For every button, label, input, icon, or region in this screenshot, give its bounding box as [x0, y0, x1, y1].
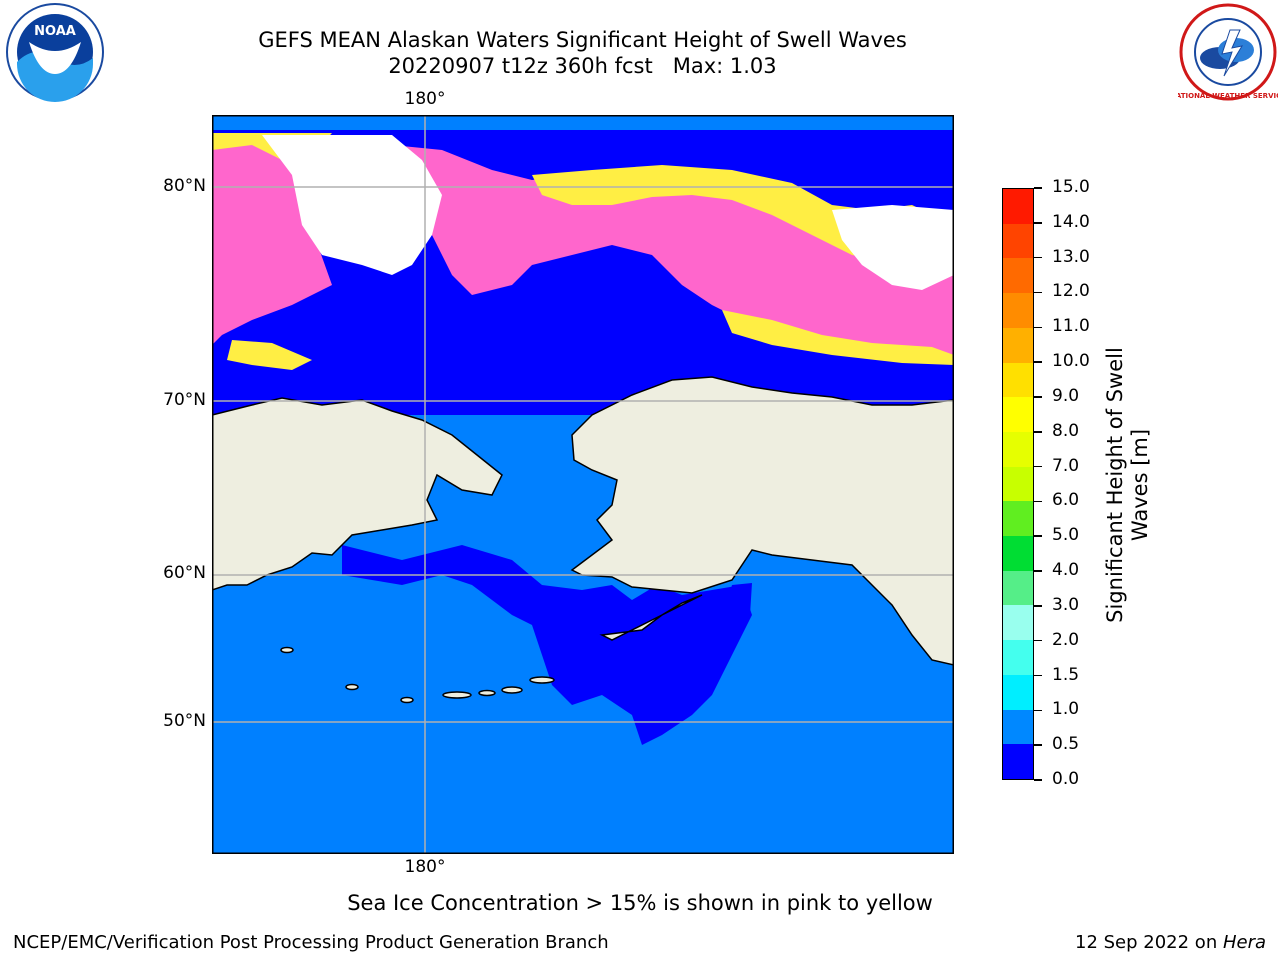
colorbar-tick-mark [1034, 535, 1042, 537]
colorbar-segment [1003, 709, 1033, 745]
colorbar-segment [1003, 536, 1033, 571]
chart-subtitle: 20220907 t12z 360h fcst Max: 1.03 [388, 54, 777, 78]
colorbar-tick-mark [1034, 639, 1042, 642]
colorbar-tick-mark [1034, 674, 1042, 677]
aleutian-islands [280, 594, 703, 704]
colorbar-tick-mark [1034, 256, 1042, 259]
colorbar-tick-mark [1034, 709, 1042, 712]
colorbar-tick-label: 2.0 [1052, 629, 1080, 650]
colorbar-tick-label: 0.5 [1052, 734, 1080, 755]
colorbar-tick-label: 10.0 [1052, 351, 1090, 372]
lat-label-80: 80°N [163, 176, 206, 196]
colorbar-tick-label: 3.0 [1052, 594, 1080, 615]
colorbar-segment [1003, 223, 1033, 259]
colorbar [1002, 188, 1034, 780]
colorbar-segment [1003, 570, 1033, 606]
colorbar-tick-mark [1034, 744, 1042, 746]
colorbar-tick-label: 6.0 [1052, 490, 1080, 511]
colorbar-tick-mark [1034, 465, 1042, 468]
credit-date: 12 Sep 2022 on [1075, 932, 1223, 953]
map-frame [212, 115, 954, 854]
land-siberia [212, 397, 503, 591]
colorbar-tick-mark [1034, 291, 1042, 294]
gulf-low-swell-region [692, 583, 752, 705]
bering-low-swell-region [342, 545, 752, 745]
colorbar-tick-label: 1.5 [1052, 664, 1080, 685]
sea-ice-band-east [392, 145, 954, 365]
lon-label-top: 180° [404, 89, 446, 109]
colorbar-segment [1003, 189, 1033, 224]
colorbar-tick-label: 8.0 [1052, 420, 1080, 441]
colorbar-tick-mark [1034, 187, 1042, 189]
colorbar-tick-mark [1034, 361, 1042, 363]
colorbar-tick-mark [1034, 326, 1042, 329]
colorbar-tick-label: 0.0 [1052, 769, 1080, 789]
colorbar-label-line1: Significant Height of Swell [1103, 347, 1127, 623]
polar-white-region [262, 135, 442, 275]
lat-label-70: 70°N [163, 390, 206, 410]
lon-label-bottom: 180° [404, 857, 446, 877]
colorbar-tick-label: 5.0 [1052, 525, 1080, 546]
colorbar-segment [1003, 258, 1033, 294]
map-panel [212, 115, 954, 854]
noaa-logo-text: NOAA [34, 24, 76, 39]
colorbar-segment [1003, 327, 1033, 363]
colorbar-tick-mark [1034, 396, 1042, 398]
graticule [212, 115, 954, 854]
colorbar-tick-mark [1034, 431, 1042, 433]
colorbar-tick-label: 11.0 [1052, 316, 1090, 337]
colorbar-tick-label: 9.0 [1052, 385, 1080, 406]
lat-label-60: 60°N [163, 563, 206, 583]
lat-label-50: 50°N [163, 711, 206, 731]
colorbar-tick-mark [1034, 605, 1042, 607]
nws-logo-text: NATIONAL WEATHER SERVICE [1178, 92, 1278, 100]
colorbar-segment [1003, 293, 1033, 328]
colorbar-tick-label: 1.0 [1052, 699, 1080, 720]
colorbar-segment [1003, 744, 1033, 779]
colorbar-segment [1003, 362, 1033, 398]
colorbar-tick-label: 4.0 [1052, 560, 1080, 581]
colorbar-tick-mark [1034, 570, 1042, 572]
credit-right: 12 Sep 2022 on Hera [1075, 932, 1266, 953]
sea-ice-yellow-edge [212, 133, 954, 370]
colorbar-segment [1003, 431, 1033, 467]
colorbar-segment [1003, 605, 1033, 641]
colorbar-tick-label: 12.0 [1052, 281, 1090, 302]
colorbar-segment [1003, 640, 1033, 675]
credit-host: Hera [1222, 932, 1266, 953]
colorbar-label: Significant Height of Swell Waves [m] [1103, 285, 1153, 685]
colorbar-tick-label: 14.0 [1052, 211, 1090, 232]
polar-white-region-east [832, 205, 954, 290]
land-alaska [570, 376, 954, 666]
colorbar-tick-label: 13.0 [1052, 246, 1090, 267]
colorbar-tick-mark [1034, 500, 1042, 503]
colorbar-label-line2: Waves [m] [1128, 428, 1152, 542]
colorbar-tick-label: 7.0 [1052, 455, 1080, 476]
sea-ice-note: Sea Ice Concentration > 15% is shown in … [347, 891, 933, 915]
colorbar-tick-mark [1034, 779, 1042, 781]
nws-logo: NATIONAL WEATHER SERVICE [1170, 2, 1280, 102]
chart-title: GEFS MEAN Alaskan Waters Significant Hei… [258, 28, 907, 52]
colorbar-segment [1003, 466, 1033, 502]
colorbar-tick-mark [1034, 222, 1042, 224]
colorbar-segment [1003, 501, 1033, 537]
colorbar-segment [1003, 397, 1033, 432]
colorbar-tick-label: 15.0 [1052, 177, 1090, 197]
credit-left: NCEP/EMC/Verification Post Processing Pr… [13, 932, 609, 953]
colorbar-segment [1003, 674, 1033, 710]
noaa-logo: NOAA [5, 2, 105, 102]
